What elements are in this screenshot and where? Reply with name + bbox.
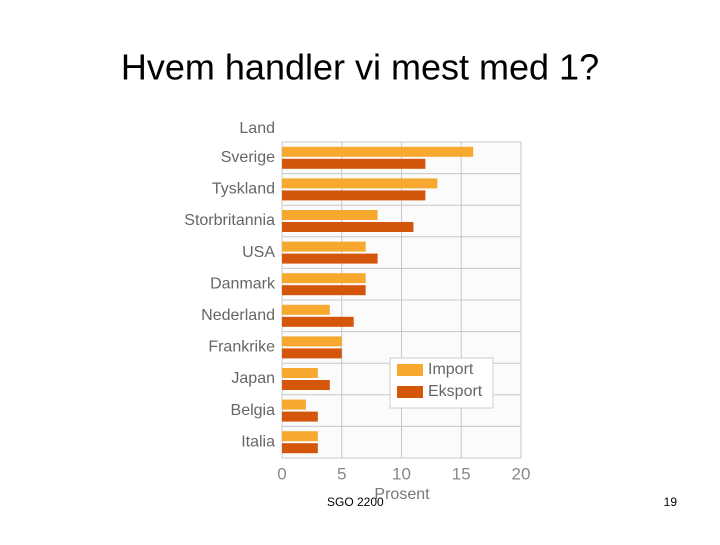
x-tick-label: 5 [337, 464, 346, 483]
y-tick-label: Storbritannia [184, 212, 275, 229]
footer: SGO 2200 [327, 495, 384, 509]
bar [282, 443, 318, 454]
bar [282, 273, 366, 284]
bar [282, 380, 330, 390]
bar [282, 304, 330, 315]
bar [282, 431, 318, 442]
bar [282, 190, 426, 201]
bar [282, 285, 366, 296]
slide-title: Hvem handler vi mest med 1? [121, 47, 599, 88]
bar [282, 241, 366, 252]
bar [282, 146, 474, 157]
legend-swatch [397, 386, 423, 398]
y-tick-label: Belgia [231, 402, 276, 419]
bar [282, 210, 378, 220]
legend-swatch [397, 364, 423, 376]
x-tick-label: 20 [512, 464, 531, 483]
y-tick-label: Tyskland [212, 181, 275, 198]
bar [282, 178, 438, 189]
y-tick-label: Japan [231, 370, 275, 387]
bar [282, 411, 318, 422]
y-tick-label: Sverige [221, 149, 275, 166]
page-number: 19 [664, 495, 678, 509]
legend-label: Import [428, 361, 474, 378]
bar [282, 368, 318, 378]
y-tick-label: Danmark [210, 275, 276, 292]
y-tick-label: USA [242, 244, 275, 261]
y-tick-label: Frankrike [208, 339, 275, 356]
x-tick-label: 10 [392, 464, 411, 483]
bar [282, 348, 342, 359]
legend-label: Eksport [428, 383, 483, 400]
bar [282, 158, 426, 169]
bar [282, 222, 414, 232]
category-axis-label: Land [239, 120, 275, 137]
bar [282, 253, 378, 264]
x-tick-label: 15 [452, 464, 471, 483]
bar [282, 316, 354, 327]
y-tick-label: Nederland [201, 307, 275, 324]
y-tick-label: Italia [241, 433, 275, 450]
x-axis-label: Prosent [374, 486, 430, 503]
bar [282, 399, 306, 410]
bar [282, 336, 342, 347]
x-tick-label: 0 [277, 464, 286, 483]
